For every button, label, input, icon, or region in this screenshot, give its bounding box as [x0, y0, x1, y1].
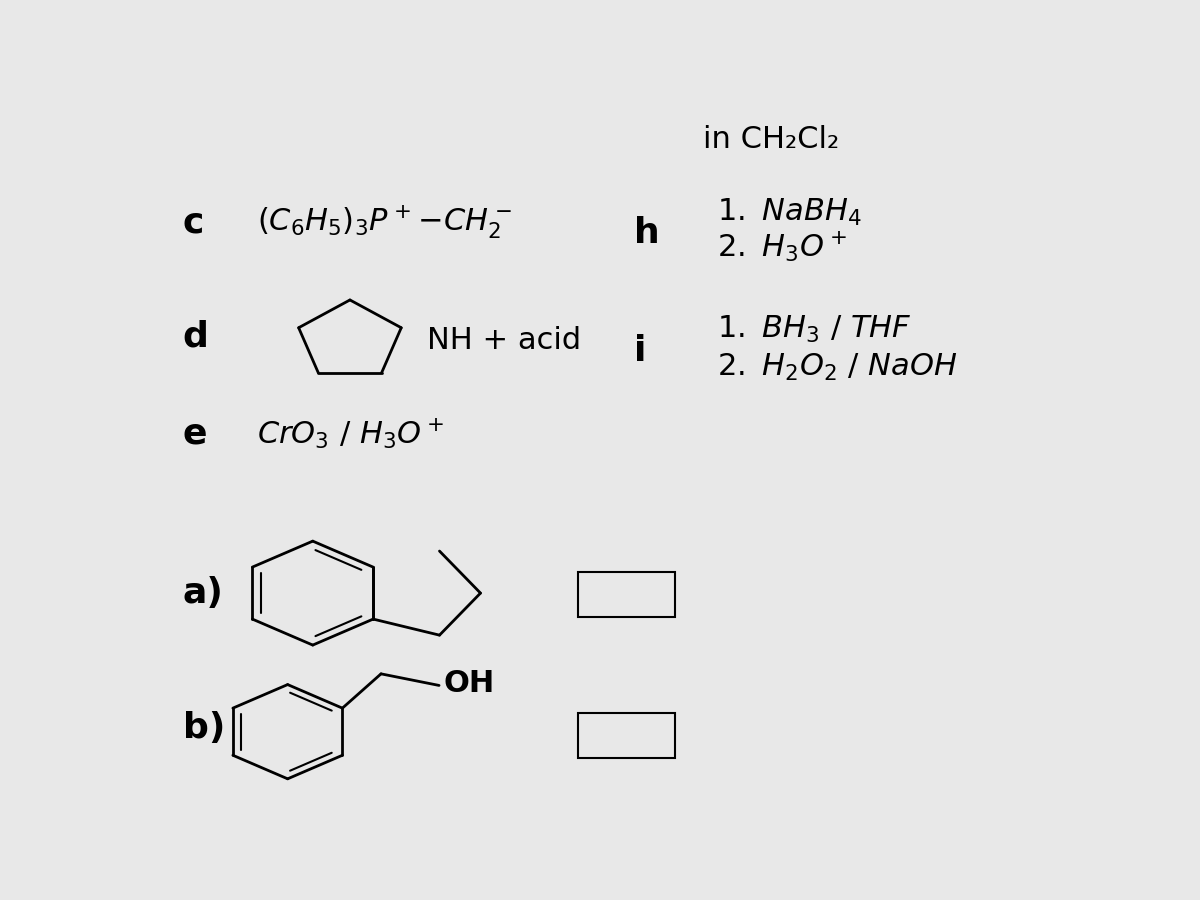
- Text: a): a): [182, 576, 223, 610]
- Text: NH + acid: NH + acid: [427, 326, 581, 355]
- Text: $2.\ H_3O^+$: $2.\ H_3O^+$: [718, 230, 847, 264]
- Text: c: c: [182, 205, 204, 239]
- Text: in CH₂Cl₂: in CH₂Cl₂: [703, 125, 840, 154]
- Text: $1.\ BH_3\ /\ THF$: $1.\ BH_3\ /\ THF$: [718, 314, 912, 346]
- Text: $CrO_3\ /\ H_3O^+$: $CrO_3\ /\ H_3O^+$: [257, 417, 444, 451]
- Text: e: e: [182, 417, 208, 451]
- Text: OH: OH: [444, 669, 494, 698]
- Text: d: d: [182, 320, 209, 354]
- Text: $(C_6H_5)_3P^+\!-\!CH_2^-$: $(C_6H_5)_3P^+\!-\!CH_2^-$: [257, 203, 511, 241]
- Text: $2.\ H_2O_2\ /\ NaOH$: $2.\ H_2O_2\ /\ NaOH$: [718, 352, 958, 383]
- Bar: [578, 713, 676, 758]
- Text: $1.\ NaBH_4$: $1.\ NaBH_4$: [718, 196, 862, 228]
- Bar: [578, 572, 676, 617]
- Text: b): b): [182, 711, 224, 745]
- Text: h: h: [634, 216, 659, 249]
- Text: i: i: [634, 334, 646, 367]
